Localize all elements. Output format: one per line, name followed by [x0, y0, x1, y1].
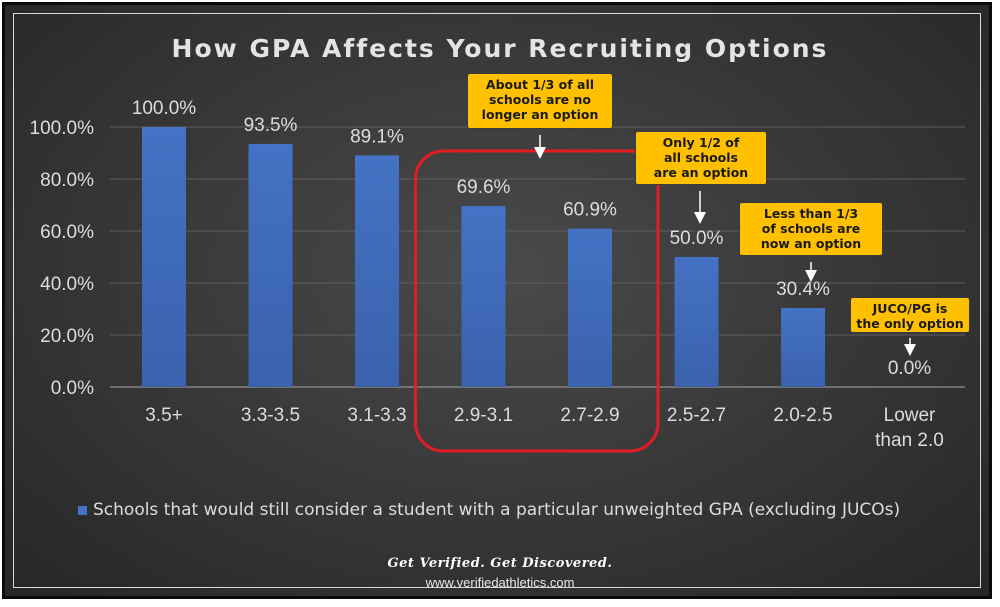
data-label: 60.9%	[563, 200, 617, 221]
x-tick-label: 3.3-3.5	[241, 405, 300, 426]
data-label: 50.0%	[670, 228, 724, 249]
bar	[568, 228, 612, 387]
tagline: Get Verified. Get Discovered.	[387, 556, 613, 571]
annotation-callout: Only 1/2 of all schools are an option	[635, 131, 767, 185]
website-link: www.verifiedathletics.com	[425, 575, 575, 590]
bar	[355, 155, 399, 387]
y-tick-label: 40.0%	[40, 274, 94, 295]
x-tick-label: 2.0-2.5	[773, 405, 832, 426]
y-tick-label: 60.0%	[40, 222, 94, 243]
chart-title: How GPA Affects Your Recruiting Options	[171, 34, 829, 63]
inner-border	[13, 13, 981, 588]
data-label: 30.4%	[776, 279, 830, 300]
x-tick-label: Lower	[884, 405, 936, 426]
bar	[781, 307, 825, 387]
x-tick-label: 2.5-2.7	[667, 405, 726, 426]
x-tick-label: 3.1-3.3	[347, 405, 406, 426]
data-label: 100.0%	[132, 98, 197, 119]
x-tick-label: than 2.0	[875, 430, 944, 451]
data-label: 89.1%	[350, 126, 404, 147]
annotation-callout: Less than 1/3 of schools are now an opti…	[739, 202, 883, 256]
y-tick-label: 100.0%	[30, 118, 95, 139]
bar	[674, 257, 719, 387]
data-label: 69.6%	[457, 177, 511, 198]
highlight-box	[414, 149, 660, 453]
x-tick-label: 3.5+	[145, 405, 183, 426]
data-label: 93.5%	[244, 115, 298, 136]
x-tick-label: 2.7-2.9	[560, 405, 619, 426]
annotation-callout: About 1/3 of all schools are no longer a…	[467, 73, 613, 129]
data-label: 0.0%	[888, 358, 931, 379]
bar	[142, 127, 186, 387]
annotation-callout: JUCO/PG is the only option	[850, 297, 970, 333]
y-tick-label: 0.0%	[51, 378, 94, 399]
chart-legend: Schools that would still consider a stud…	[78, 498, 900, 522]
y-tick-label: 20.0%	[40, 326, 94, 347]
legend-label: Schools that would still consider a stud…	[93, 500, 901, 520]
bar	[461, 206, 506, 387]
legend-swatch	[78, 505, 87, 515]
x-tick-label: 2.9-3.1	[454, 405, 513, 426]
y-tick-label: 80.0%	[40, 170, 94, 191]
bar	[248, 143, 293, 387]
